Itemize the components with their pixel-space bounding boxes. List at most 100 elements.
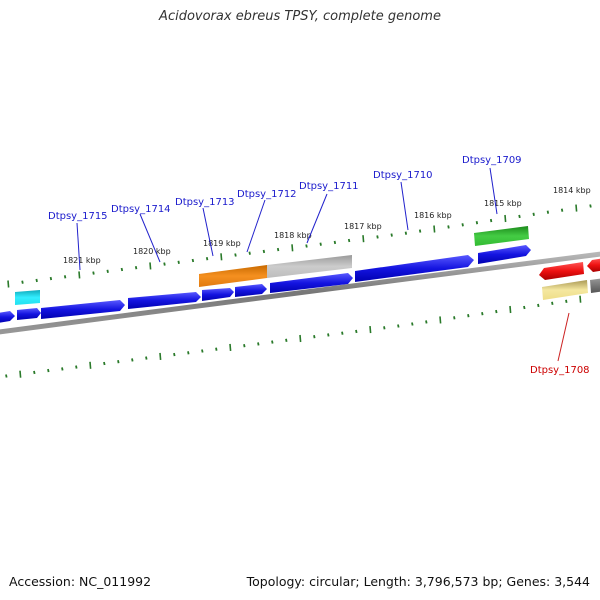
cds-feature-red[interactable] — [539, 262, 584, 280]
cds-feature-blue[interactable] — [235, 284, 267, 297]
scale-tick — [481, 312, 484, 316]
scale-tick — [369, 326, 372, 334]
scale-tick — [327, 333, 330, 337]
cds-feature-blue[interactable] — [355, 255, 474, 282]
scale-tick — [313, 335, 316, 339]
leader-line-1712 — [246, 199, 266, 253]
scale-tick — [285, 338, 288, 342]
scale-label-1820: 1820 kbp — [133, 247, 171, 256]
cds-feature-blue[interactable] — [270, 273, 353, 293]
scale-tick — [453, 316, 456, 320]
scale-tick — [215, 347, 218, 351]
gene-label-1715[interactable]: Dtpsy_1715 — [48, 211, 108, 222]
cds-feature-blue[interactable] — [41, 300, 125, 319]
scale-tick — [404, 231, 408, 235]
cds-feature-khaki[interactable] — [542, 280, 588, 300]
scale-tick — [467, 314, 470, 318]
scale-tick — [63, 275, 67, 279]
scale-tick — [319, 242, 322, 246]
scale-tick — [575, 204, 578, 212]
scale-tick — [489, 218, 493, 223]
scale-tick — [248, 251, 251, 255]
scale-tick — [257, 342, 260, 346]
scale-tick — [537, 303, 540, 308]
gene-label-1714[interactable]: Dtpsy_1714 — [111, 204, 171, 215]
scale-tick — [159, 352, 162, 360]
scale-tick — [243, 344, 246, 348]
cds-feature-red[interactable] — [587, 258, 600, 272]
cds-feature-blue[interactable] — [17, 308, 41, 320]
cds-feature-grey[interactable] — [267, 255, 352, 278]
cds-feature-blue[interactable] — [202, 288, 234, 301]
scale-tick — [117, 360, 120, 364]
scale-tick — [532, 212, 535, 216]
scale-tick — [187, 351, 190, 355]
cds-feature-orange[interactable] — [199, 265, 267, 287]
scale-label-1821: 1821 kbp — [63, 256, 101, 265]
scale-tick — [35, 278, 38, 283]
topology-text: Topology: circular; Length: 3,796,573 bp… — [246, 574, 590, 589]
scale-tick — [504, 214, 507, 223]
leader-line-1709 — [489, 167, 498, 215]
gene-label-1711[interactable]: Dtpsy_1711 — [299, 181, 359, 192]
scale-tick — [425, 320, 428, 324]
scale-tick — [33, 370, 36, 375]
scale-tick — [362, 235, 365, 243]
scale-tick — [75, 365, 78, 369]
scale-tick — [103, 361, 106, 366]
scale-tick — [509, 305, 512, 314]
scale-tick — [173, 352, 176, 357]
scale-tick — [201, 349, 204, 353]
scale-tick — [495, 309, 498, 314]
scale-tick — [291, 244, 294, 252]
cds-feature-blue[interactable] — [0, 311, 15, 323]
cds-feature-green[interactable] — [474, 226, 529, 246]
cds-feature-blue[interactable] — [128, 292, 201, 309]
scale-tick — [560, 208, 564, 212]
gene-labels: Dtpsy_1715 Dtpsy_1714 Dtpsy_1713 Dtpsy_1… — [48, 155, 590, 376]
scale-tick — [546, 210, 550, 214]
scale-tick — [475, 221, 479, 225]
leader-line-1713 — [202, 207, 214, 257]
scale-tick — [523, 305, 526, 310]
scale-tick — [149, 262, 152, 270]
scale-tick — [229, 343, 232, 351]
scale-ticks-inner — [5, 295, 582, 378]
scale-tick — [390, 233, 393, 237]
scale-tick — [89, 361, 92, 369]
scale-tick — [376, 235, 379, 239]
scale-label-1817: 1817 kbp — [344, 222, 382, 231]
scale-tick — [276, 247, 280, 252]
scale-tick — [397, 324, 400, 328]
gene-label-1712[interactable]: Dtpsy_1712 — [237, 189, 297, 200]
scale-ticks-outer — [7, 204, 592, 288]
cds-feature-darkgrey[interactable] — [590, 278, 600, 293]
gene-label-1709[interactable]: Dtpsy_1709 — [462, 155, 522, 166]
scale-tick — [589, 204, 592, 208]
scale-tick — [433, 225, 436, 233]
scale-tick — [145, 356, 148, 360]
leader-line-1715 — [76, 222, 81, 271]
scale-tick — [220, 253, 223, 261]
scale-tick — [262, 249, 266, 254]
gene-label-1710[interactable]: Dtpsy_1710 — [373, 170, 433, 181]
scale-tick — [439, 316, 442, 324]
scale-tick — [418, 229, 422, 233]
scale-tick — [5, 374, 8, 378]
scale-tick — [461, 223, 464, 227]
scale-tick — [78, 271, 81, 279]
scale-tick — [234, 253, 237, 257]
scale-tick — [131, 358, 134, 362]
cds-feature-blue[interactable] — [478, 245, 531, 264]
scale-tick — [383, 326, 386, 330]
scale-tick — [305, 244, 308, 248]
label-leader-lines — [76, 167, 570, 362]
scale-tick — [205, 257, 209, 261]
scale-tick — [579, 295, 582, 303]
gene-label-1713[interactable]: Dtpsy_1713 — [175, 197, 235, 208]
leader-line-1711 — [306, 193, 328, 244]
gene-label-1708[interactable]: Dtpsy_1708 — [530, 365, 590, 376]
cds-feature-cyan[interactable] — [15, 290, 40, 305]
scale-tick — [518, 214, 521, 219]
